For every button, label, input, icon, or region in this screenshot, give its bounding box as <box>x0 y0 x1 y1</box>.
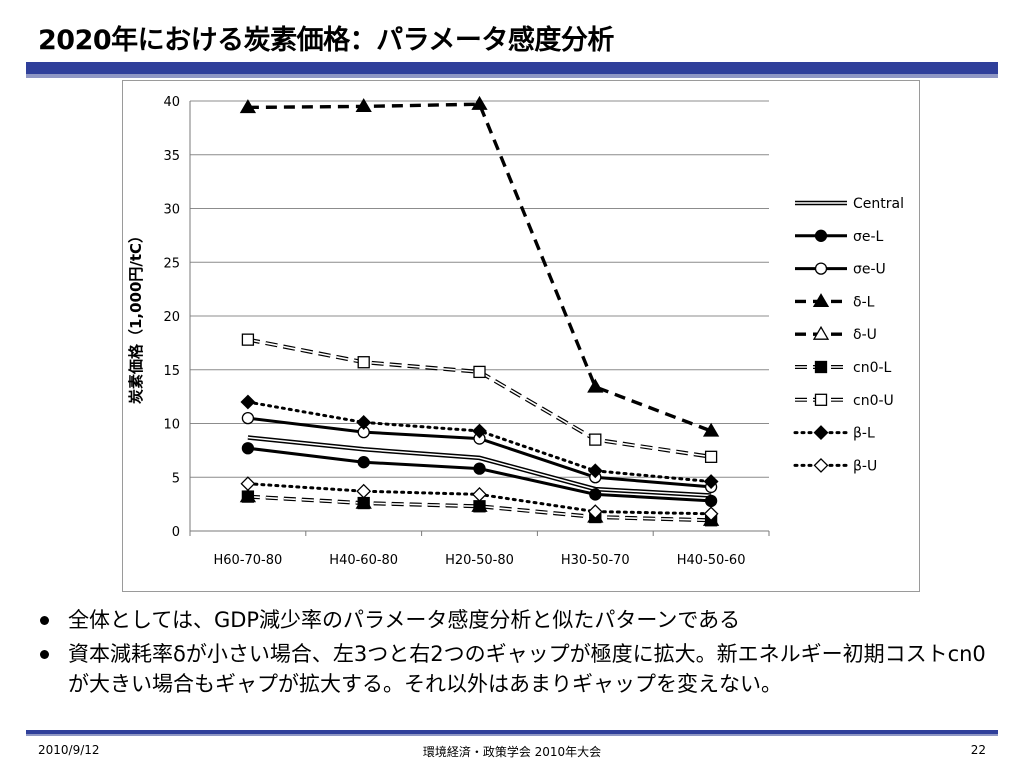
footer-page-number: 22 <box>970 743 986 757</box>
bullet-item: 資本減耗率δが小さい場合、左3つと右2つのギャップが極度に拡大。新エネルギー初期… <box>38 639 998 699</box>
legend-marker <box>813 457 829 473</box>
data-point <box>355 98 372 113</box>
data-point <box>587 504 603 520</box>
data-point <box>704 494 718 508</box>
x-tick-label: H20-50-80 <box>445 553 514 568</box>
bullet-text: 全体としては、GDP減少率のパラメータ感度分析と似たパターンである <box>68 608 741 632</box>
data-point <box>357 456 370 469</box>
legend-label: cn0-U <box>853 393 894 409</box>
legend-marker <box>812 293 830 308</box>
series-line-inner <box>247 436 712 497</box>
legend-label: β-L <box>853 426 875 442</box>
series-line-inner <box>247 495 712 522</box>
data-point <box>241 411 255 425</box>
data-point <box>473 500 486 513</box>
data-point <box>587 378 604 393</box>
legend-label: cn0-L <box>853 360 892 376</box>
data-point <box>589 488 602 501</box>
data-point <box>702 422 720 437</box>
x-tick-label: H60-70-80 <box>214 553 283 568</box>
legend-label: σe-U <box>853 262 886 278</box>
data-point <box>587 463 603 479</box>
data-point <box>472 423 487 439</box>
legend-marker <box>814 262 828 275</box>
legend-label: β-U <box>853 458 877 474</box>
legend-label: δ-U <box>853 327 877 343</box>
slide-title: 2020年における炭素価格：パラメータ感度分析 <box>38 25 614 56</box>
data-point <box>703 506 719 522</box>
y-tick-label: 35 <box>163 149 180 164</box>
data-point <box>239 99 257 114</box>
legend-marker <box>814 229 828 242</box>
x-tick-label: H30-50-70 <box>561 553 630 568</box>
y-tick-label: 5 <box>172 471 180 486</box>
data-point <box>589 433 602 446</box>
data-point <box>703 474 719 489</box>
data-point <box>241 442 255 455</box>
y-tick-label: 20 <box>163 310 180 325</box>
footer-event: 環境経済・政策学会 2010年大会 <box>422 745 602 759</box>
data-point <box>357 356 370 369</box>
data-point <box>471 95 488 110</box>
data-point <box>473 462 486 475</box>
y-tick-label: 0 <box>172 525 180 540</box>
bullet-item: 全体としては、GDP減少率のパラメータ感度分析と似たパターンである <box>38 605 998 635</box>
legend-marker <box>813 425 829 441</box>
series-line <box>247 102 712 433</box>
x-tick-label: H40-60-80 <box>329 553 398 568</box>
bullet-text: 資本減耗率δが小さい場合、左3つと右2つのギャップが極度に拡大。新エネルギー初期… <box>68 642 986 696</box>
legend-marker <box>812 325 830 340</box>
x-tick-label: H40-50-60 <box>677 553 746 568</box>
data-point <box>472 487 487 502</box>
footer-divider-bar <box>26 730 998 736</box>
bullet-dot-icon <box>40 616 49 625</box>
legend-marker <box>814 360 828 374</box>
line-chart: 0 5 10 15 20 25 30 35 40 H60-70-80 H40-60-80 H20-50… <box>127 95 904 568</box>
y-tick-label: 15 <box>163 364 180 379</box>
legend-label: δ-L <box>853 294 875 310</box>
data-point <box>241 490 255 503</box>
y-tick-label: 40 <box>163 95 180 110</box>
data-point <box>473 365 486 379</box>
title-divider-bar <box>26 62 998 78</box>
data-point <box>356 415 372 430</box>
footer-date: 2010/9/12 <box>38 743 100 757</box>
y-tick-label: 25 <box>163 256 180 271</box>
bullet-dot-icon <box>40 650 49 659</box>
y-tick-label: 30 <box>163 203 180 218</box>
data-point <box>356 483 372 499</box>
legend-label: σe-L <box>853 229 884 245</box>
chart-frame: 0 5 10 15 20 25 30 35 40 H60-70-80 H40-60-80 H20-50… <box>122 80 920 592</box>
data-point <box>241 333 255 346</box>
data-point <box>240 476 256 492</box>
y-axis-title: 炭素価格（1,000円/tC） <box>127 228 145 404</box>
data-point <box>704 450 718 463</box>
bullet-list: 全体としては、GDP減少率のパラメータ感度分析と似たパターンである 資本減耗率δ… <box>38 605 998 703</box>
legend-marker <box>814 393 828 406</box>
legend-label: Central <box>853 196 904 212</box>
y-tick-label: 10 <box>163 418 180 433</box>
data-point <box>240 394 256 410</box>
data-point <box>357 496 370 510</box>
